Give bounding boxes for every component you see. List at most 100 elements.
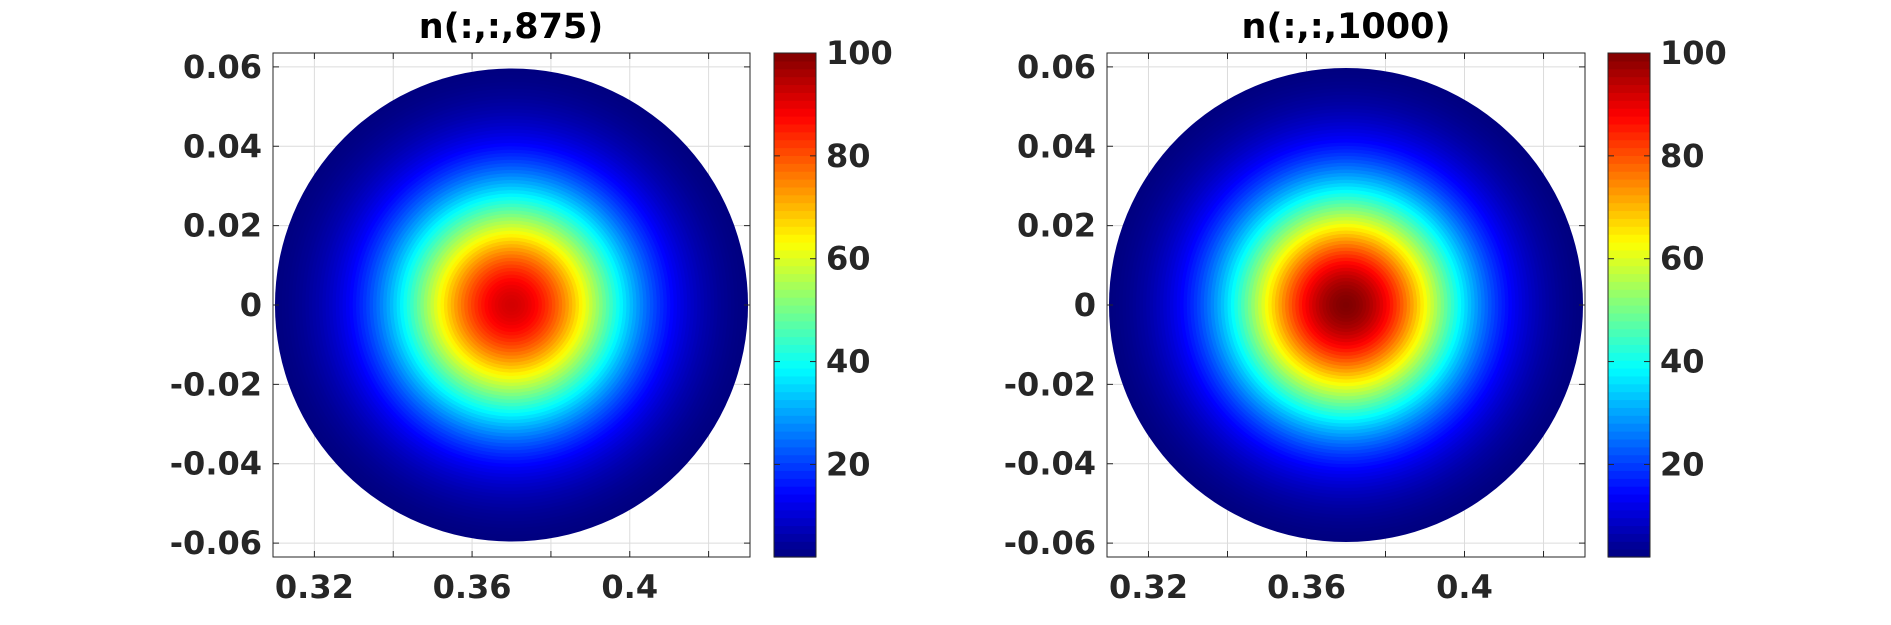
colorbar-segment	[774, 60, 816, 70]
colorbar-segment	[774, 226, 816, 235]
colorbar-tick-label: 40	[826, 343, 871, 381]
colorbar-segment	[774, 84, 816, 93]
x-tick-labels: 0.32 0.36 0.4	[1109, 568, 1493, 606]
colorbar-segment	[774, 249, 816, 259]
colorbar-segment	[1608, 470, 1650, 479]
colorbar-segment	[1608, 352, 1650, 361]
colorbar-segment	[774, 297, 816, 306]
colorbar-segment	[1608, 423, 1650, 432]
density-disk	[1108, 67, 1584, 543]
colorbar-segment	[774, 281, 816, 290]
colorbar-segment	[1608, 273, 1650, 282]
colorbar-segment	[1608, 312, 1650, 322]
panel-right: n(:,:,1000) 0.32 0.36 0.4 0.06 0.04 0.02 0 -0.…	[1004, 7, 1727, 606]
colorbar-tick-label: 60	[1660, 240, 1705, 278]
colorbar-segment	[1608, 399, 1650, 408]
y-tick-label: 0.04	[183, 127, 262, 165]
colorbar-segment	[1608, 108, 1650, 117]
colorbar-segment	[774, 375, 816, 385]
colorbar-segment	[774, 234, 816, 243]
y-tick-label: 0.06	[1017, 48, 1096, 86]
colorbar	[773, 52, 817, 558]
colorbar-segment	[774, 171, 816, 180]
colorbar-segment	[1608, 446, 1650, 456]
colorbar-segment	[774, 525, 816, 534]
colorbar-tick-label: 60	[826, 240, 871, 278]
colorbar-segment	[774, 289, 816, 298]
colorbar-segment	[1608, 226, 1650, 235]
colorbar-segment	[774, 265, 816, 275]
colorbar-segment	[1608, 360, 1650, 369]
colorbar-segment	[774, 147, 816, 156]
colorbar-segment	[1608, 462, 1650, 471]
colorbar-segment	[774, 549, 816, 558]
colorbar-segment	[1608, 320, 1650, 330]
colorbar-segment	[1608, 501, 1650, 511]
colorbar-tick-label: 100	[1660, 34, 1727, 72]
colorbar-segment	[1608, 84, 1650, 93]
y-tick-label: -0.04	[1004, 445, 1096, 483]
y-tick-label: -0.02	[170, 365, 262, 403]
colorbar-segment	[774, 312, 816, 322]
colorbar-segment	[1608, 92, 1650, 101]
colorbar-tick-label: 20	[1660, 445, 1705, 483]
colorbar-segment	[774, 383, 816, 393]
colorbar-segment	[1608, 431, 1650, 440]
colorbar-segment	[774, 92, 816, 101]
colorbar-segment	[1608, 305, 1650, 314]
colorbar-segment	[774, 478, 816, 487]
colorbar-segment	[774, 494, 816, 503]
colorbar-tick-label: 80	[1660, 137, 1705, 175]
x-tick-label: 0.36	[1267, 568, 1346, 606]
colorbar-segment	[1608, 163, 1650, 172]
colorbar-segment	[1608, 415, 1650, 424]
colorbar-segment	[1608, 186, 1650, 196]
colorbar-segment	[774, 368, 816, 377]
colorbar-segment	[1608, 407, 1650, 416]
colorbar-segment	[1608, 171, 1650, 180]
x-tick-label: 0.4	[601, 568, 658, 606]
colorbar-segment	[1608, 123, 1650, 133]
colorbar-segment	[1608, 541, 1650, 550]
colorbar-segment	[1608, 155, 1650, 164]
colorbar-segment	[1608, 76, 1650, 86]
colorbar-segment	[774, 218, 816, 227]
colorbar-segment	[1608, 202, 1650, 212]
colorbar-segment	[774, 431, 816, 440]
colorbar-segment	[774, 320, 816, 330]
colorbar-segment	[1608, 368, 1650, 377]
y-tick-label: 0.02	[1017, 207, 1096, 245]
disk-ring	[508, 301, 515, 309]
y-tick-label: 0	[1074, 286, 1096, 324]
colorbar-segment	[774, 68, 816, 78]
colorbar-segment	[1608, 383, 1650, 393]
colorbar-segment	[774, 100, 816, 109]
colorbar-segment	[774, 517, 816, 527]
colorbar-segment	[774, 139, 816, 149]
colorbar-segment	[1608, 533, 1650, 542]
x-tick-labels: 0.32 0.36 0.4	[275, 568, 658, 606]
colorbar-segment	[1608, 60, 1650, 70]
colorbar-segment	[774, 423, 816, 432]
y-tick-label: -0.06	[170, 524, 262, 562]
y-tick-label: 0.02	[183, 207, 262, 245]
tick-marks	[273, 53, 750, 557]
colorbar-segment	[774, 328, 816, 338]
colorbar-segment	[774, 116, 816, 125]
colorbar-segment	[774, 202, 816, 212]
colorbar-segment	[774, 470, 816, 479]
colorbar-segment	[1608, 454, 1650, 464]
colorbar-frame	[1607, 52, 1651, 558]
colorbar-segment	[774, 438, 816, 448]
colorbar-segment	[774, 344, 816, 353]
colorbar-segment	[1608, 68, 1650, 78]
y-tick-label: -0.02	[1004, 365, 1096, 403]
colorbar-segment	[774, 186, 816, 196]
colorbar-segment	[774, 541, 816, 550]
colorbar-frame	[773, 52, 817, 558]
colorbar-tick-labels: 20 40 60 80 100	[826, 34, 893, 483]
colorbar-segment	[1608, 509, 1650, 519]
y-tick-label: -0.06	[1004, 524, 1096, 562]
colorbar-segment	[774, 360, 816, 369]
tick-marks	[1107, 53, 1585, 557]
